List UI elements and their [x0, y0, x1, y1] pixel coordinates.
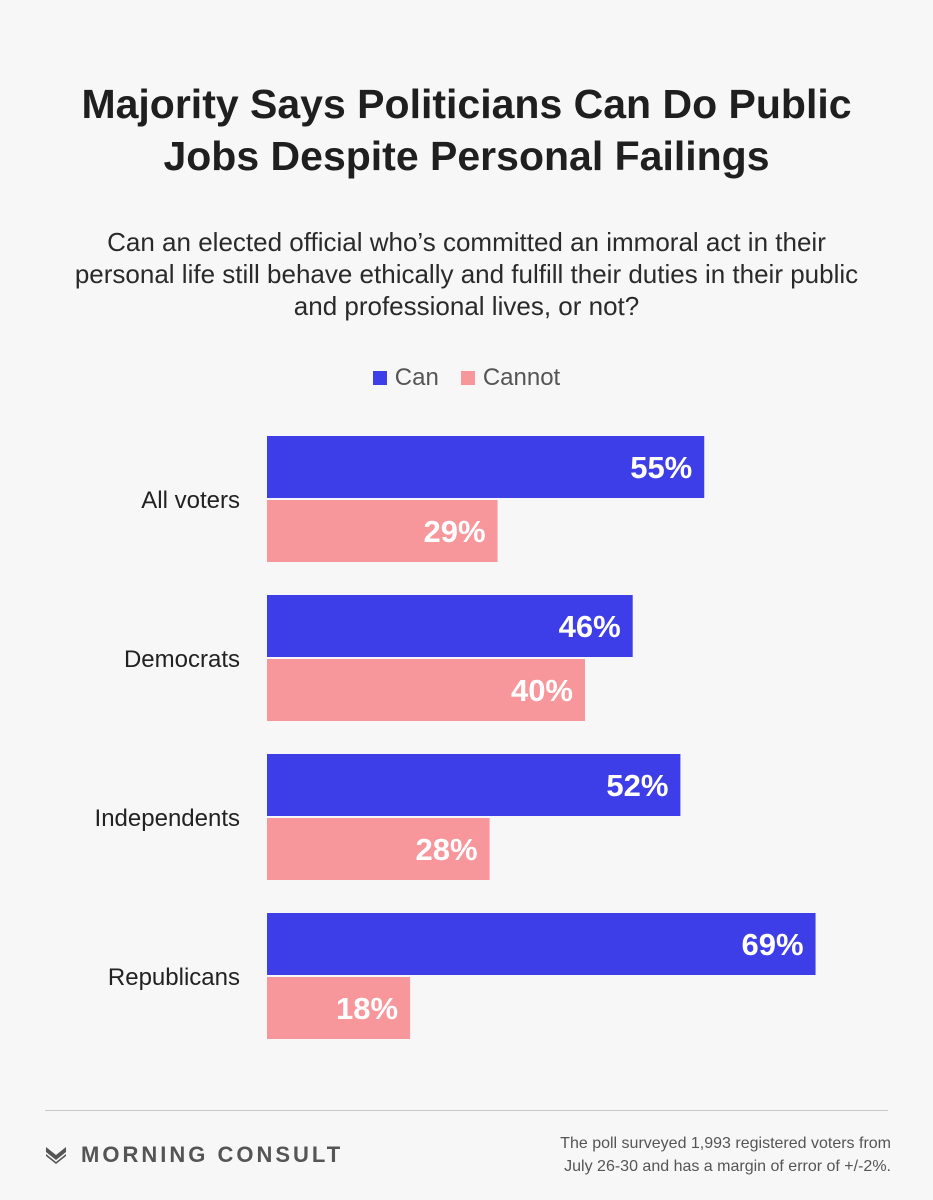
chart-title: Majority Says Politicians Can Do Public …	[81, 81, 852, 179]
bar-independents-cannot	[267, 818, 490, 880]
bar-republicans-can	[267, 913, 816, 975]
legend: Can Cannot	[0, 364, 933, 392]
category-label-republicans: Republicans	[108, 964, 240, 991]
footnote: The poll surveyed 1,993 registered voter…	[471, 1132, 891, 1178]
chart-subtitle: Can an elected official who’s committed …	[74, 227, 859, 321]
footer-divider	[45, 1110, 888, 1111]
bar-democrats-cannot	[267, 659, 585, 721]
brand-logo: MORNING CONSULT	[45, 1142, 343, 1168]
footnote-line-1: The poll surveyed 1,993 registered voter…	[560, 1135, 891, 1152]
footnote-line-2: July 26-30 and has a margin of error of …	[564, 1158, 891, 1175]
bar-democrats-can	[267, 595, 633, 657]
legend-label-cannot: Cannot	[482, 364, 561, 391]
data-label-democrats-cannot: 40%	[511, 673, 573, 708]
legend-item-can: Can	[372, 364, 439, 392]
bar-republicans-cannot	[267, 977, 411, 1039]
bar-chart: All voters 55% 29% Democrats 46% 40% Independe…	[95, 436, 816, 1039]
category-label-democrats: Democrats	[124, 646, 240, 673]
data-label-democrats-can: 46%	[559, 609, 621, 644]
brand-name: MORNING CONSULT	[81, 1142, 344, 1167]
category-label-independents: Independents	[95, 805, 240, 832]
bar-independents-can	[267, 754, 681, 816]
data-label-independents-can: 52%	[606, 768, 668, 803]
data-label-republicans-cannot: 18%	[336, 991, 398, 1026]
data-label-all-voters-can: 55%	[630, 450, 692, 485]
bar-all-voters-can	[267, 436, 705, 498]
morning-consult-chevron-icon	[46, 1147, 66, 1164]
legend-swatch-can	[372, 371, 387, 385]
data-label-independents-cannot: 28%	[416, 832, 478, 867]
legend-label-can: Can	[394, 364, 439, 391]
data-label-republicans-can: 69%	[742, 927, 804, 962]
category-label-all-voters: All voters	[141, 487, 240, 514]
bar-all-voters-cannot	[267, 500, 498, 562]
data-label-all-voters-cannot: 29%	[424, 514, 486, 549]
legend-item-cannot: Cannot	[460, 364, 561, 392]
legend-swatch-cannot	[460, 371, 475, 385]
